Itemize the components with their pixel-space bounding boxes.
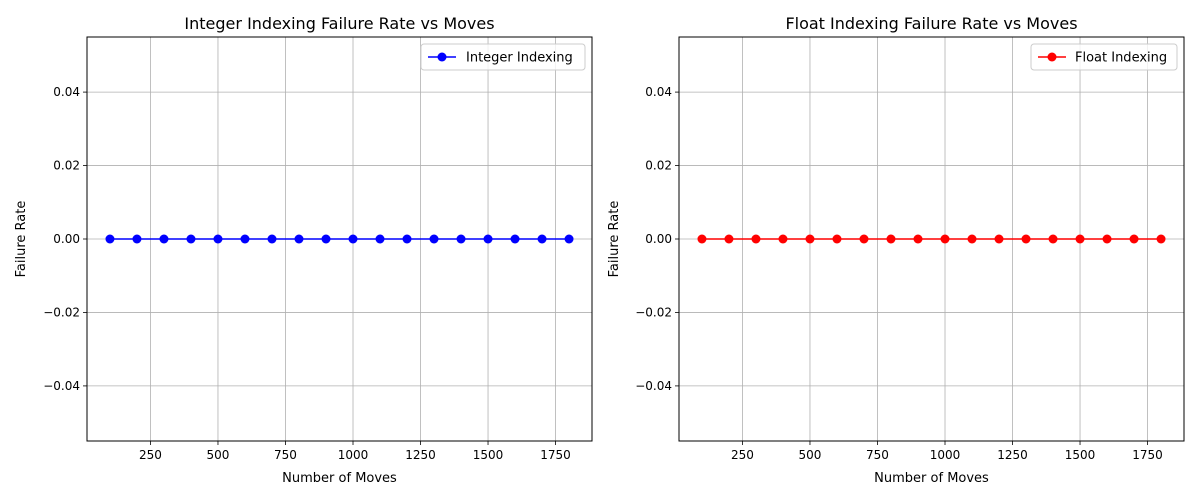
data-point <box>240 234 250 244</box>
chart-title: Float Indexing Failure Rate vs Moves <box>785 14 1077 33</box>
data-point <box>913 234 923 244</box>
data-point <box>186 234 196 244</box>
data-point <box>805 234 815 244</box>
x-tick-label: 750 <box>274 448 297 462</box>
y-tick-label: 0.02 <box>645 159 672 173</box>
data-point <box>1129 234 1139 244</box>
data-point <box>456 234 466 244</box>
x-tick-label: 750 <box>866 448 889 462</box>
data-point <box>213 234 223 244</box>
x-tick-label: 1500 <box>1065 448 1096 462</box>
ticks: 250 500 750 1000 1250 1500 1750 −0.04 −0.02 0.00 0… <box>43 85 571 462</box>
x-tick-label: 250 <box>139 448 162 462</box>
data-point <box>1102 234 1112 244</box>
data-point <box>132 234 142 244</box>
data-point <box>294 234 304 244</box>
y-axis-label: Failure Rate <box>14 201 29 278</box>
data-point <box>967 234 977 244</box>
legend-label: Float Indexing <box>1075 51 1167 66</box>
x-axis-label: Number of Moves <box>874 471 989 486</box>
data-point <box>429 234 439 244</box>
y-tick-label: 0.04 <box>53 85 80 99</box>
data-point <box>105 234 115 244</box>
y-tick-label: −0.02 <box>43 305 80 319</box>
data-point <box>564 234 574 244</box>
ticks: 250 500 750 1000 1250 1500 1750 −0.04 −0.02 0.00 0… <box>635 85 1163 462</box>
chart-float-indexing: Float Indexing Failure Rate vs Moves 250… <box>607 14 1185 486</box>
x-tick-label: 500 <box>799 448 822 462</box>
legend-box <box>420 43 586 71</box>
data-point <box>402 234 412 244</box>
x-tick-label: 1000 <box>338 448 369 462</box>
data-point <box>994 234 1004 244</box>
data-point <box>510 234 520 244</box>
legend: Float Indexing <box>1030 43 1178 71</box>
data-point <box>697 234 707 244</box>
y-tick-label: 0.00 <box>645 232 672 246</box>
x-tick-label: 1000 <box>930 448 961 462</box>
data-point <box>1021 234 1031 244</box>
data-point <box>1075 234 1085 244</box>
y-tick-label: 0.04 <box>645 85 672 99</box>
series-layer <box>105 234 574 244</box>
legend-marker <box>1047 52 1057 62</box>
data-point <box>375 234 385 244</box>
legend-box <box>1030 43 1178 71</box>
y-tick-label: −0.04 <box>635 379 672 393</box>
x-tick-label: 1250 <box>405 448 436 462</box>
data-point <box>724 234 734 244</box>
legend-label: Integer Indexing <box>466 51 573 66</box>
series-layer <box>697 234 1166 244</box>
y-axis-label: Failure Rate <box>607 201 622 278</box>
x-tick-label: 500 <box>207 448 230 462</box>
chart-title: Integer Indexing Failure Rate vs Moves <box>184 14 494 33</box>
chart-integer-indexing: Integer Indexing Failure Rate vs Moves 2… <box>14 14 593 486</box>
data-point <box>1048 234 1058 244</box>
data-point <box>1156 234 1166 244</box>
data-point <box>483 234 493 244</box>
grid <box>679 37 1184 441</box>
x-tick-label: 250 <box>731 448 754 462</box>
x-tick-label: 1500 <box>473 448 504 462</box>
y-tick-label: −0.02 <box>635 305 672 319</box>
data-point <box>886 234 896 244</box>
data-point <box>778 234 788 244</box>
legend: Integer Indexing <box>420 43 586 71</box>
data-point <box>751 234 761 244</box>
data-point <box>348 234 358 244</box>
data-point <box>159 234 169 244</box>
x-axis-label: Number of Moves <box>282 471 397 486</box>
data-point <box>267 234 277 244</box>
data-point <box>832 234 842 244</box>
data-point <box>859 234 869 244</box>
data-point <box>321 234 331 244</box>
data-point <box>537 234 547 244</box>
y-tick-label: 0.00 <box>53 232 80 246</box>
legend-marker <box>437 52 447 62</box>
y-tick-label: −0.04 <box>43 379 80 393</box>
x-tick-label: 1750 <box>1132 448 1163 462</box>
x-tick-label: 1750 <box>540 448 571 462</box>
y-tick-label: 0.02 <box>53 159 80 173</box>
x-tick-label: 1250 <box>997 448 1028 462</box>
data-point <box>940 234 950 244</box>
